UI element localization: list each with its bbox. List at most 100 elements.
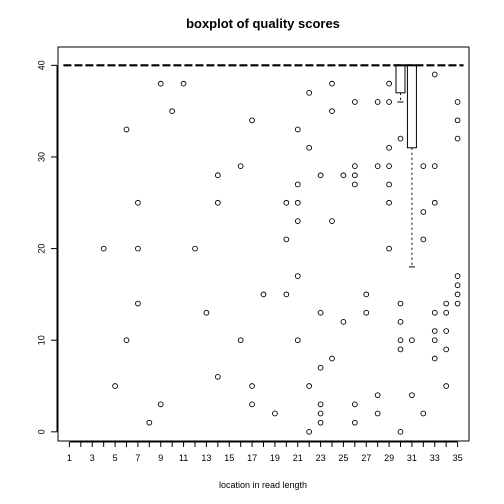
outlier-point	[181, 81, 186, 86]
outlier-point	[444, 384, 449, 389]
outlier-point	[375, 100, 380, 105]
outlier-point	[330, 81, 335, 86]
outlier-point	[136, 200, 141, 205]
outlier-point	[432, 338, 437, 343]
outlier-point	[113, 384, 118, 389]
outlier-point	[387, 100, 392, 105]
outlier-point	[398, 301, 403, 306]
outlier-point	[295, 182, 300, 187]
outlier-point	[444, 301, 449, 306]
x-tick-label: 3	[90, 453, 95, 463]
outlier-point	[352, 420, 357, 425]
outlier-point	[387, 164, 392, 169]
box-layer	[396, 65, 416, 267]
outlier-point	[387, 182, 392, 187]
outlier-point	[330, 109, 335, 114]
outlier-point	[101, 246, 106, 251]
outlier-point	[158, 81, 163, 86]
outlier-point	[455, 118, 460, 123]
outlier-point	[295, 338, 300, 343]
outlier-point	[318, 420, 323, 425]
outlier-point	[387, 246, 392, 251]
outlier-point	[124, 338, 129, 343]
outlier-point	[455, 301, 460, 306]
outlier-point	[421, 164, 426, 169]
box-rect	[396, 65, 405, 92]
outlier-point	[364, 310, 369, 315]
outlier-point	[238, 338, 243, 343]
x-tick-label: 35	[453, 453, 463, 463]
y-tick-label: 40	[36, 60, 46, 70]
outlier-point	[387, 200, 392, 205]
outlier-point	[238, 164, 243, 169]
outlier-point	[398, 347, 403, 352]
outlier-point	[318, 411, 323, 416]
x-tick-label: 7	[135, 453, 140, 463]
x-tick-label: 5	[113, 453, 118, 463]
outlier-point	[352, 402, 357, 407]
outlier-point	[455, 283, 460, 288]
x-tick-label: 27	[361, 453, 371, 463]
outlier-point	[318, 173, 323, 178]
outlier-point	[375, 164, 380, 169]
outlier-point	[330, 356, 335, 361]
outlier-point	[273, 411, 278, 416]
outlier-point	[307, 384, 312, 389]
outlier-point	[398, 338, 403, 343]
x-tick-label: 25	[338, 453, 348, 463]
outlier-point	[261, 292, 266, 297]
outlier-point	[124, 127, 129, 132]
outlier-point	[204, 310, 209, 315]
outlier-point	[455, 292, 460, 297]
outlier-point	[375, 411, 380, 416]
outlier-point	[147, 420, 152, 425]
outlier-point	[410, 338, 415, 343]
x-tick-label: 15	[224, 453, 234, 463]
outlier-point	[398, 429, 403, 434]
outlier-layer	[101, 72, 460, 434]
outlier-point	[387, 81, 392, 86]
outlier-point	[410, 393, 415, 398]
outlier-point	[341, 319, 346, 324]
outlier-point	[421, 411, 426, 416]
outlier-point	[398, 319, 403, 324]
outlier-point	[250, 118, 255, 123]
y-axis: 0 10 20 30 40	[36, 60, 57, 434]
y-tick-label: 30	[36, 152, 46, 162]
x-tick-label: 29	[384, 453, 394, 463]
x-tick-label: 17	[247, 453, 257, 463]
outlier-point	[352, 164, 357, 169]
outlier-point	[250, 384, 255, 389]
outlier-point	[432, 72, 437, 77]
chart-title: boxplot of quality scores	[186, 16, 340, 31]
outlier-point	[421, 237, 426, 242]
x-axis-label: location in read length	[219, 480, 307, 490]
outlier-point	[364, 292, 369, 297]
outlier-point	[352, 182, 357, 187]
x-tick-label: 33	[430, 453, 440, 463]
x-tick-label: 1	[67, 453, 72, 463]
outlier-point	[295, 200, 300, 205]
outlier-point	[330, 219, 335, 224]
outlier-point	[444, 347, 449, 352]
outlier-point	[295, 274, 300, 279]
outlier-point	[284, 292, 289, 297]
outlier-point	[215, 200, 220, 205]
x-tick-label: 9	[158, 453, 163, 463]
y-tick-label: 0	[36, 429, 46, 434]
outlier-point	[250, 402, 255, 407]
outlier-point	[444, 310, 449, 315]
x-tick-label: 31	[407, 453, 417, 463]
outlier-point	[136, 301, 141, 306]
outlier-point	[295, 219, 300, 224]
outlier-point	[215, 173, 220, 178]
outlier-point	[307, 145, 312, 150]
outlier-point	[455, 100, 460, 105]
outlier-point	[398, 136, 403, 141]
x-tick-label: 21	[293, 453, 303, 463]
outlier-point	[318, 310, 323, 315]
outlier-point	[307, 90, 312, 95]
outlier-point	[284, 200, 289, 205]
outlier-point	[215, 374, 220, 379]
